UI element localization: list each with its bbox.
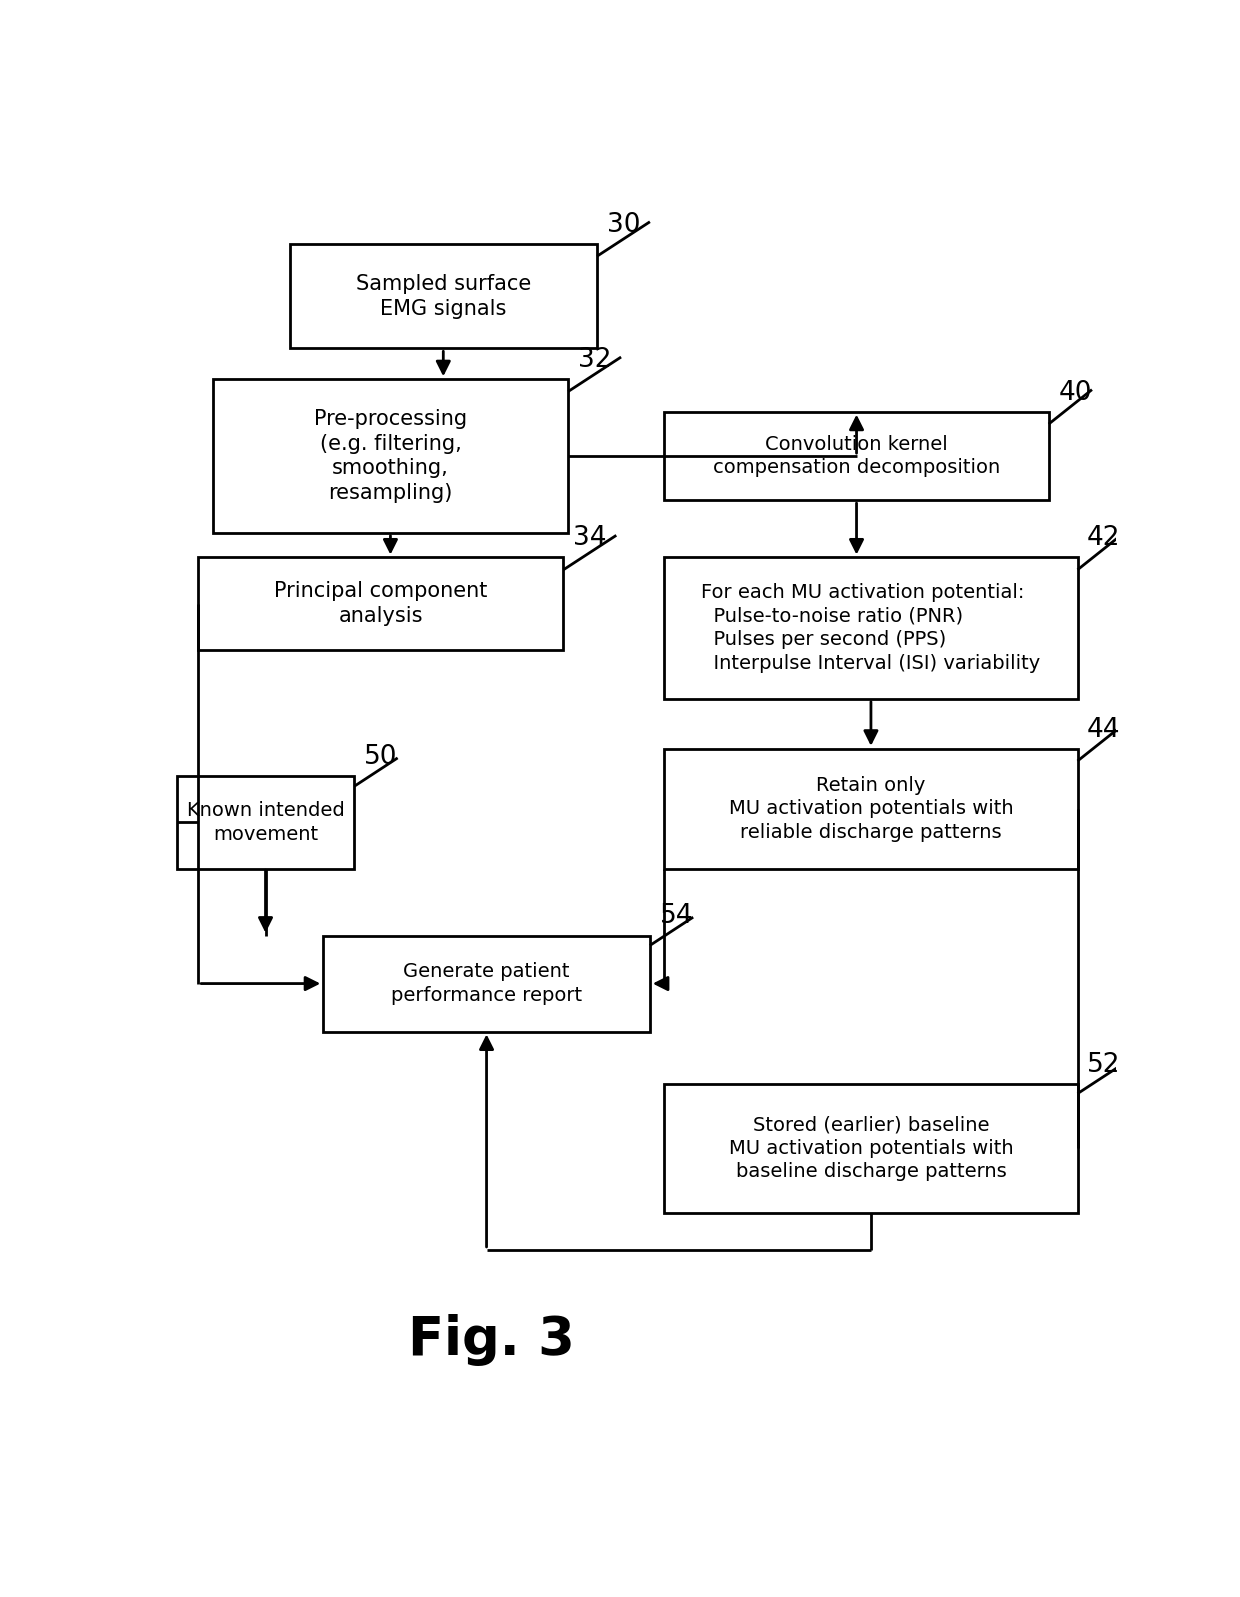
Text: Fig. 3: Fig. 3 — [408, 1314, 575, 1365]
Text: 50: 50 — [365, 744, 398, 770]
Text: For each MU activation potential:
  Pulse-to-noise ratio (PNR)
  Pulses per seco: For each MU activation potential: Pulse-… — [702, 583, 1040, 672]
Text: 34: 34 — [573, 525, 606, 551]
Text: 54: 54 — [660, 904, 693, 929]
Text: Stored (earlier) baseline
MU activation potentials with
baseline discharge patte: Stored (earlier) baseline MU activation … — [729, 1115, 1013, 1182]
FancyBboxPatch shape — [324, 936, 650, 1032]
Text: Sampled surface
EMG signals: Sampled surface EMG signals — [356, 273, 531, 318]
Text: Known intended
movement: Known intended movement — [187, 802, 345, 843]
FancyBboxPatch shape — [665, 1084, 1078, 1212]
FancyBboxPatch shape — [665, 557, 1078, 699]
FancyBboxPatch shape — [213, 378, 568, 533]
Text: 40: 40 — [1058, 380, 1092, 406]
Text: Pre-processing
(e.g. filtering,
smoothing,
resampling): Pre-processing (e.g. filtering, smoothin… — [314, 409, 467, 503]
Text: Convolution kernel
compensation decomposition: Convolution kernel compensation decompos… — [713, 434, 1001, 478]
Text: 42: 42 — [1087, 525, 1121, 551]
Text: 32: 32 — [578, 347, 611, 374]
Text: Generate patient
performance report: Generate patient performance report — [391, 963, 582, 1005]
Text: 52: 52 — [1087, 1052, 1121, 1078]
Text: Principal component
analysis: Principal component analysis — [274, 581, 487, 626]
Text: 44: 44 — [1087, 717, 1121, 743]
FancyBboxPatch shape — [176, 776, 355, 869]
Text: 30: 30 — [606, 212, 640, 238]
FancyBboxPatch shape — [665, 749, 1078, 869]
FancyBboxPatch shape — [289, 244, 596, 348]
FancyBboxPatch shape — [198, 557, 563, 650]
FancyBboxPatch shape — [665, 412, 1049, 500]
Text: Retain only
MU activation potentials with
reliable discharge patterns: Retain only MU activation potentials wit… — [729, 776, 1013, 842]
